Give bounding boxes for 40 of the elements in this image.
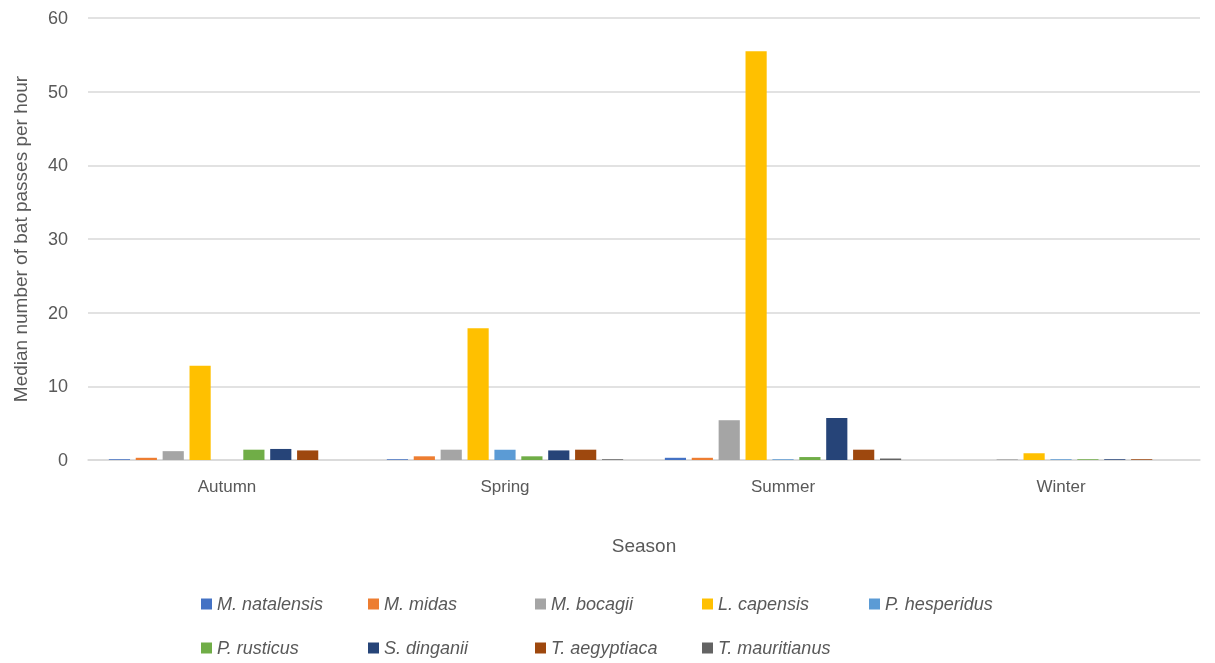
bar (1023, 453, 1045, 460)
legend-label: M. natalensis (217, 594, 324, 614)
y-tick-label: 30 (47, 229, 68, 249)
x-tick-label: Summer (750, 477, 816, 496)
bar (853, 449, 875, 460)
bar (799, 457, 821, 460)
legend-label: S. dinganii (384, 638, 470, 658)
y-tick-label: 50 (47, 81, 68, 102)
bar (467, 328, 489, 460)
y-tick-label: 60 (47, 8, 68, 28)
bar (189, 365, 211, 460)
legend-label: T. aegyptiaca (551, 638, 658, 658)
x-tick-label: Spring (480, 477, 530, 496)
legend-label: M. midas (384, 594, 458, 614)
bar (413, 456, 435, 460)
bar (440, 449, 462, 460)
bar (718, 420, 740, 460)
bar (826, 418, 848, 460)
y-tick-label: 20 (47, 302, 68, 323)
legend-label: P. rusticus (217, 638, 299, 658)
x-tick-label: Autumn (197, 477, 257, 496)
bar (575, 449, 597, 460)
bar (745, 51, 767, 460)
legend-label: L. capensis (718, 594, 810, 614)
bar (297, 450, 319, 460)
y-axis-title: Median number of bat passes per hour (10, 75, 31, 403)
x-axis-title: Season (611, 535, 677, 556)
y-tick-label: 0 (57, 450, 68, 470)
bar (521, 456, 543, 460)
legend-label: T. mauritianus (718, 638, 831, 658)
bar (243, 449, 265, 460)
y-tick-label: 40 (47, 155, 68, 176)
x-tick-label: Winter (1036, 477, 1086, 496)
y-tick-label: 10 (47, 376, 68, 397)
bar (494, 449, 516, 460)
bar (270, 448, 292, 460)
legend-label: P. hesperidus (885, 594, 993, 614)
bar (162, 451, 184, 460)
legend-label: M. bocagii (551, 594, 635, 614)
bar (548, 450, 570, 460)
